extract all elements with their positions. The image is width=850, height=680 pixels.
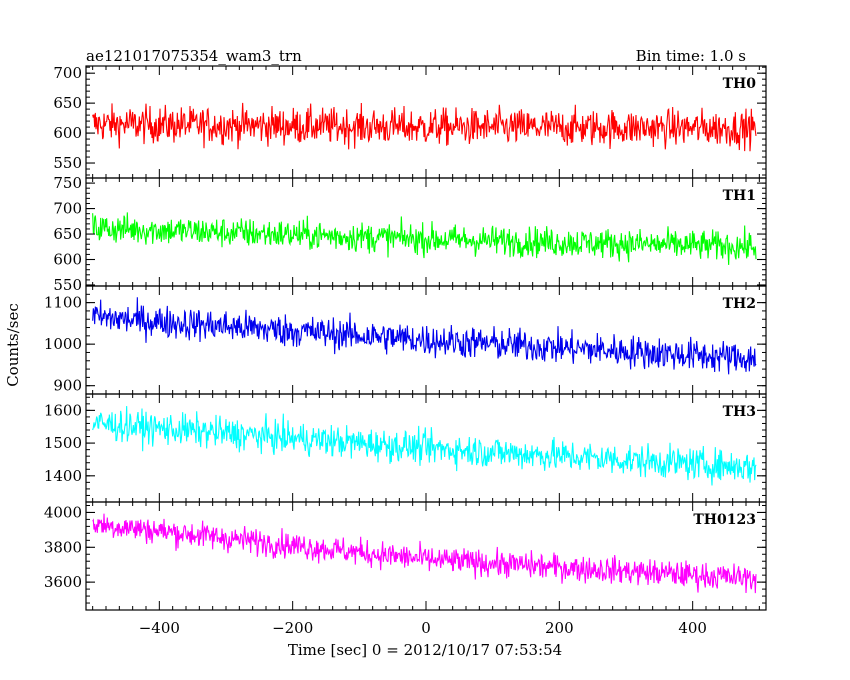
series-line-th0123 (92, 513, 757, 594)
y-tick-label: 550 (53, 276, 82, 294)
panel-frame (85, 177, 767, 287)
panel-label-th2: TH2 (723, 296, 756, 312)
panel-th1: 550 600 650 700 750 TH1 (53, 174, 767, 294)
series-line-th3 (92, 406, 757, 486)
panel-label-th1: TH1 (723, 188, 756, 204)
chart-title: ae121017075354_wam3_trn (86, 47, 302, 65)
x-tick-label: −400 (139, 619, 180, 637)
panel-th0123: 3600 3800 4000 TH0123 (44, 501, 767, 611)
x-tick-label: 200 (545, 619, 574, 637)
y-tick-label: 1600 (44, 401, 82, 419)
panel-label-th3: TH3 (723, 404, 756, 420)
y-tick-label: 600 (53, 124, 82, 142)
y-tick-label: 650 (53, 94, 82, 112)
panel-th3: 1400 1500 1600 TH3 (44, 393, 767, 503)
y-tick-label: 1000 (44, 335, 82, 353)
panel-th0: 550 600 650 700 TH0 (53, 64, 767, 179)
x-tick-label: 400 (678, 619, 707, 637)
y-tick-label: 650 (53, 225, 82, 243)
x-axis-label: Time [sec] 0 = 2012/10/17 07:53:54 (288, 641, 562, 659)
series-line-th2 (92, 297, 757, 375)
y-tick-label: 700 (53, 200, 82, 218)
y-tick-label: 750 (53, 174, 82, 192)
bin-time-label: Bin time: 1.0 s (636, 47, 746, 65)
x-tick-label: 0 (421, 619, 431, 637)
series-line-th0 (92, 102, 757, 152)
panels-group: 550 600 650 700 TH0 550 600 650 700 750 TH1 900 1000… (44, 64, 767, 637)
y-tick-label: 1500 (44, 434, 82, 452)
series-line-th1 (92, 212, 757, 265)
panel-label-th0: TH0 (723, 76, 757, 92)
x-tick-label: −200 (272, 619, 313, 637)
y-tick-label: 900 (53, 377, 82, 395)
y-tick-label: 700 (53, 64, 82, 82)
panel-label-th0123: TH0123 (693, 512, 756, 528)
y-axis-label: Counts/sec (4, 303, 22, 387)
y-tick-label: 4000 (44, 503, 82, 521)
y-tick-label: 1100 (44, 294, 82, 312)
panel-th2: 900 1000 1100 TH2 (44, 285, 767, 395)
y-tick-label: 600 (53, 251, 82, 269)
y-tick-label: 3600 (44, 573, 82, 591)
y-tick-label: 550 (53, 154, 82, 172)
y-tick-label: 3800 (44, 538, 82, 556)
y-tick-label: 1400 (44, 467, 82, 485)
